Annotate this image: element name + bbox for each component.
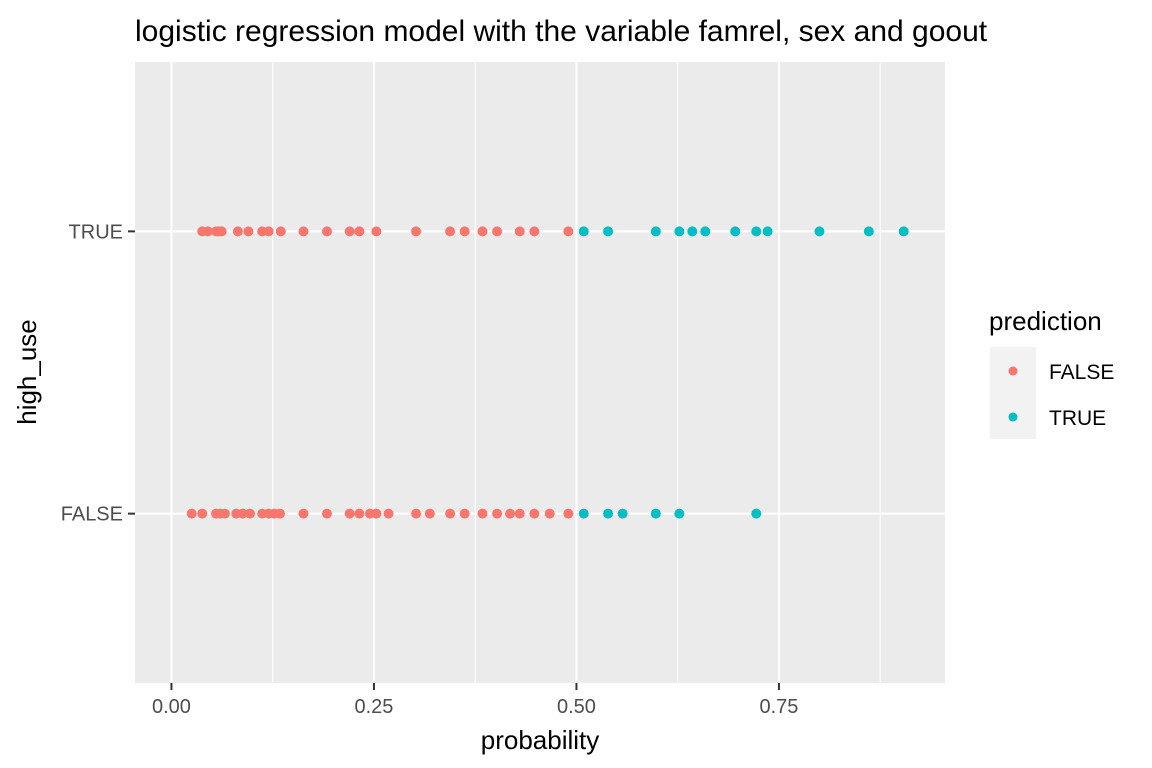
minor-gridlines bbox=[272, 62, 881, 683]
data-point bbox=[563, 508, 574, 519]
data-point bbox=[505, 508, 516, 519]
data-point bbox=[371, 508, 382, 519]
chart-title: logistic regression model with the varia… bbox=[135, 15, 988, 48]
data-point bbox=[445, 226, 456, 237]
data-point bbox=[603, 508, 614, 519]
data-point bbox=[687, 226, 698, 237]
data-point bbox=[383, 508, 394, 519]
data-point bbox=[650, 508, 661, 519]
data-point bbox=[344, 508, 355, 519]
data-point bbox=[700, 226, 711, 237]
data-point bbox=[275, 226, 286, 237]
x-axis-title: probability bbox=[481, 725, 600, 755]
legend-title: prediction bbox=[989, 306, 1102, 336]
data-point bbox=[650, 226, 661, 237]
y-axis-title: high_use bbox=[12, 319, 42, 425]
data-point bbox=[514, 226, 525, 237]
data-point bbox=[674, 226, 685, 237]
data-point bbox=[762, 226, 773, 237]
x-tick-label: 0.50 bbox=[557, 696, 596, 718]
legend-key-true bbox=[1008, 412, 1018, 422]
data-point bbox=[274, 508, 285, 519]
data-point bbox=[730, 226, 741, 237]
data-point bbox=[814, 226, 825, 237]
data-point bbox=[219, 508, 230, 519]
data-point bbox=[529, 508, 540, 519]
data-point bbox=[243, 226, 254, 237]
data-point bbox=[202, 226, 213, 237]
data-point bbox=[321, 508, 332, 519]
data-point bbox=[603, 226, 614, 237]
data-point bbox=[197, 508, 208, 519]
data-point bbox=[298, 226, 309, 237]
data-point bbox=[344, 226, 355, 237]
x-tick-label: 0.75 bbox=[759, 696, 798, 718]
data-point bbox=[354, 226, 365, 237]
data-point bbox=[186, 508, 197, 519]
x-axis: 0.00 0.25 0.50 0.75 bbox=[152, 683, 798, 718]
data-point bbox=[751, 508, 762, 519]
data-point bbox=[617, 508, 628, 519]
data-point bbox=[459, 226, 470, 237]
legend: prediction FALSE TRUE bbox=[989, 306, 1114, 439]
data-point bbox=[578, 226, 589, 237]
major-gridlines bbox=[135, 62, 945, 683]
data-point bbox=[674, 508, 685, 519]
data-point bbox=[459, 508, 470, 519]
y-axis: FALSE TRUE bbox=[61, 221, 135, 526]
data-point bbox=[529, 226, 540, 237]
data-points bbox=[186, 226, 909, 519]
x-tick-label: 0.00 bbox=[152, 696, 191, 718]
legend-label-true: TRUE bbox=[1049, 407, 1106, 430]
data-point bbox=[898, 226, 909, 237]
data-point bbox=[216, 226, 227, 237]
data-point bbox=[263, 226, 274, 237]
data-point bbox=[411, 508, 422, 519]
data-point bbox=[411, 226, 422, 237]
data-point bbox=[354, 508, 365, 519]
data-point bbox=[477, 508, 488, 519]
data-point bbox=[492, 226, 503, 237]
data-point bbox=[424, 508, 435, 519]
data-point bbox=[477, 226, 488, 237]
data-point bbox=[863, 226, 874, 237]
data-point bbox=[445, 508, 456, 519]
legend-label-false: FALSE bbox=[1049, 361, 1114, 384]
data-point bbox=[371, 226, 382, 237]
data-point bbox=[245, 508, 256, 519]
y-tick-label: FALSE bbox=[61, 504, 123, 526]
x-tick-label: 0.25 bbox=[354, 696, 393, 718]
data-point bbox=[544, 508, 555, 519]
legend-key-false bbox=[1008, 366, 1018, 376]
data-point bbox=[514, 508, 525, 519]
plot-panel bbox=[135, 62, 945, 683]
data-point bbox=[298, 508, 309, 519]
data-point bbox=[321, 226, 332, 237]
data-point bbox=[563, 226, 574, 237]
data-point bbox=[492, 508, 503, 519]
y-tick-label: TRUE bbox=[69, 221, 123, 243]
data-point bbox=[237, 508, 248, 519]
data-point bbox=[578, 508, 589, 519]
data-point bbox=[751, 226, 762, 237]
legend-key-bg bbox=[990, 347, 1036, 439]
data-point bbox=[232, 226, 243, 237]
